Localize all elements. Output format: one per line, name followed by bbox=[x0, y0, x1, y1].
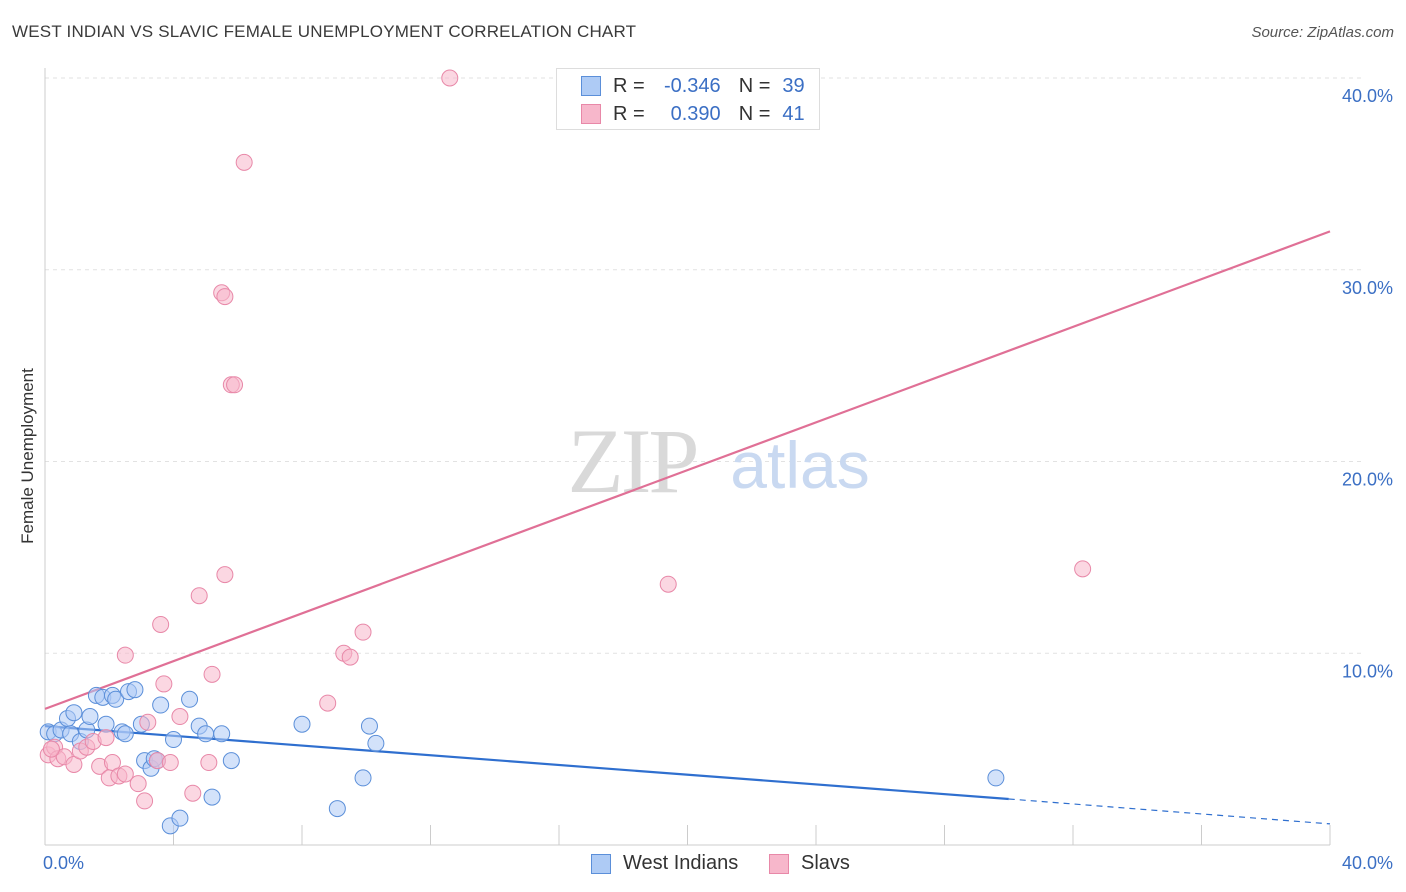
slavs-point bbox=[97, 729, 115, 747]
west-indians-point bbox=[171, 809, 189, 827]
watermark-zip: ZIP bbox=[568, 410, 697, 512]
slavs-swatch bbox=[581, 104, 601, 124]
tick-labels: 10.0% 20.0% 30.0% 40.0% 0.0% 40.0% bbox=[43, 86, 1393, 873]
west-indians-trend-extension bbox=[1008, 798, 1331, 825]
n-value: 41 bbox=[782, 102, 805, 125]
y-tick-label: 40.0% bbox=[1342, 86, 1393, 106]
correlation-legend: R = -0.346 N = 39 R = 0.390 N = 41 bbox=[556, 68, 820, 130]
slavs-point bbox=[155, 675, 173, 693]
y-tick-label: 30.0% bbox=[1342, 278, 1393, 298]
r-label: R = bbox=[613, 102, 645, 125]
source-label: Source: ZipAtlas.com bbox=[1251, 24, 1394, 41]
west-indians-point bbox=[107, 690, 125, 708]
slavs-point bbox=[1074, 560, 1092, 578]
r-value: -0.346 bbox=[663, 74, 721, 97]
x-tick-label: 0.0% bbox=[43, 853, 84, 873]
slavs-point bbox=[139, 713, 157, 731]
gridlines bbox=[45, 77, 1365, 654]
slavs-point bbox=[184, 784, 202, 802]
west-indians-point bbox=[222, 752, 240, 770]
west-indians-point bbox=[293, 715, 311, 733]
slavs-swatch bbox=[769, 853, 789, 874]
slavs-point bbox=[235, 153, 253, 171]
slavs-trend-line bbox=[44, 230, 1331, 710]
slavs-point bbox=[659, 575, 677, 593]
legend-label: Slavs bbox=[801, 852, 850, 874]
x-tick-label: 40.0% bbox=[1342, 853, 1393, 873]
legend-row-west-indians: R = -0.346 N = 39 bbox=[581, 73, 805, 99]
trend-lines bbox=[44, 230, 1331, 825]
slavs-point bbox=[42, 740, 60, 758]
west-indians-point bbox=[152, 696, 170, 714]
slavs-point bbox=[190, 587, 208, 605]
slavs-point bbox=[226, 376, 244, 394]
y-tick-label: 10.0% bbox=[1342, 661, 1393, 681]
chart-title: WEST INDIAN VS SLAVIC FEMALE UNEMPLOYMEN… bbox=[12, 22, 637, 41]
r-label: R = bbox=[613, 74, 645, 97]
slavs-point bbox=[216, 566, 234, 584]
slavs-point bbox=[216, 288, 234, 306]
west-indians-point bbox=[367, 734, 385, 752]
n-value: 39 bbox=[782, 74, 805, 97]
slavs-point bbox=[200, 754, 218, 772]
west-indians-point bbox=[126, 681, 144, 699]
legend-label: West Indians bbox=[623, 852, 739, 874]
legend-row-slavs: R = 0.390 N = 41 bbox=[581, 101, 805, 127]
series-legend: West Indians Slavs bbox=[0, 850, 1406, 880]
west-indians-point bbox=[987, 769, 1005, 787]
watermark: ZIP atlas bbox=[568, 410, 870, 512]
west-indians-point bbox=[181, 690, 199, 708]
west-indians-point bbox=[360, 717, 378, 735]
slavs-point bbox=[171, 708, 189, 726]
west-indians-swatch bbox=[591, 853, 611, 874]
slavs-point bbox=[354, 623, 372, 641]
west-indians-point bbox=[328, 800, 346, 818]
west-indians-point bbox=[213, 725, 231, 743]
west-indians-point bbox=[65, 704, 83, 722]
n-label: N = bbox=[738, 74, 771, 97]
west-indians-swatch bbox=[581, 76, 601, 96]
west-indians-point bbox=[165, 731, 182, 749]
slavs-point bbox=[116, 646, 134, 664]
data-points bbox=[39, 69, 1092, 835]
legend-item-west-indians: West Indians bbox=[591, 852, 738, 875]
r-value: 0.390 bbox=[670, 102, 721, 125]
slavs-point bbox=[319, 694, 337, 712]
slavs-point bbox=[116, 765, 134, 783]
slavs-point bbox=[152, 615, 170, 633]
west-indians-point bbox=[116, 725, 134, 743]
legend-item-slavs: Slavs bbox=[769, 852, 850, 875]
n-label: N = bbox=[738, 102, 771, 125]
west-indians-point bbox=[197, 725, 215, 743]
slavs-point bbox=[203, 665, 221, 683]
slavs-point bbox=[441, 69, 459, 87]
slavs-point bbox=[129, 775, 147, 793]
west-indians-point bbox=[354, 769, 372, 787]
west-indians-point bbox=[81, 708, 99, 726]
watermark-atlas: atlas bbox=[730, 428, 869, 502]
y-tick-label: 20.0% bbox=[1342, 470, 1393, 490]
slavs-point bbox=[136, 792, 154, 810]
west-indians-point bbox=[203, 788, 221, 806]
slavs-point bbox=[341, 648, 359, 666]
slavs-point bbox=[161, 754, 179, 772]
